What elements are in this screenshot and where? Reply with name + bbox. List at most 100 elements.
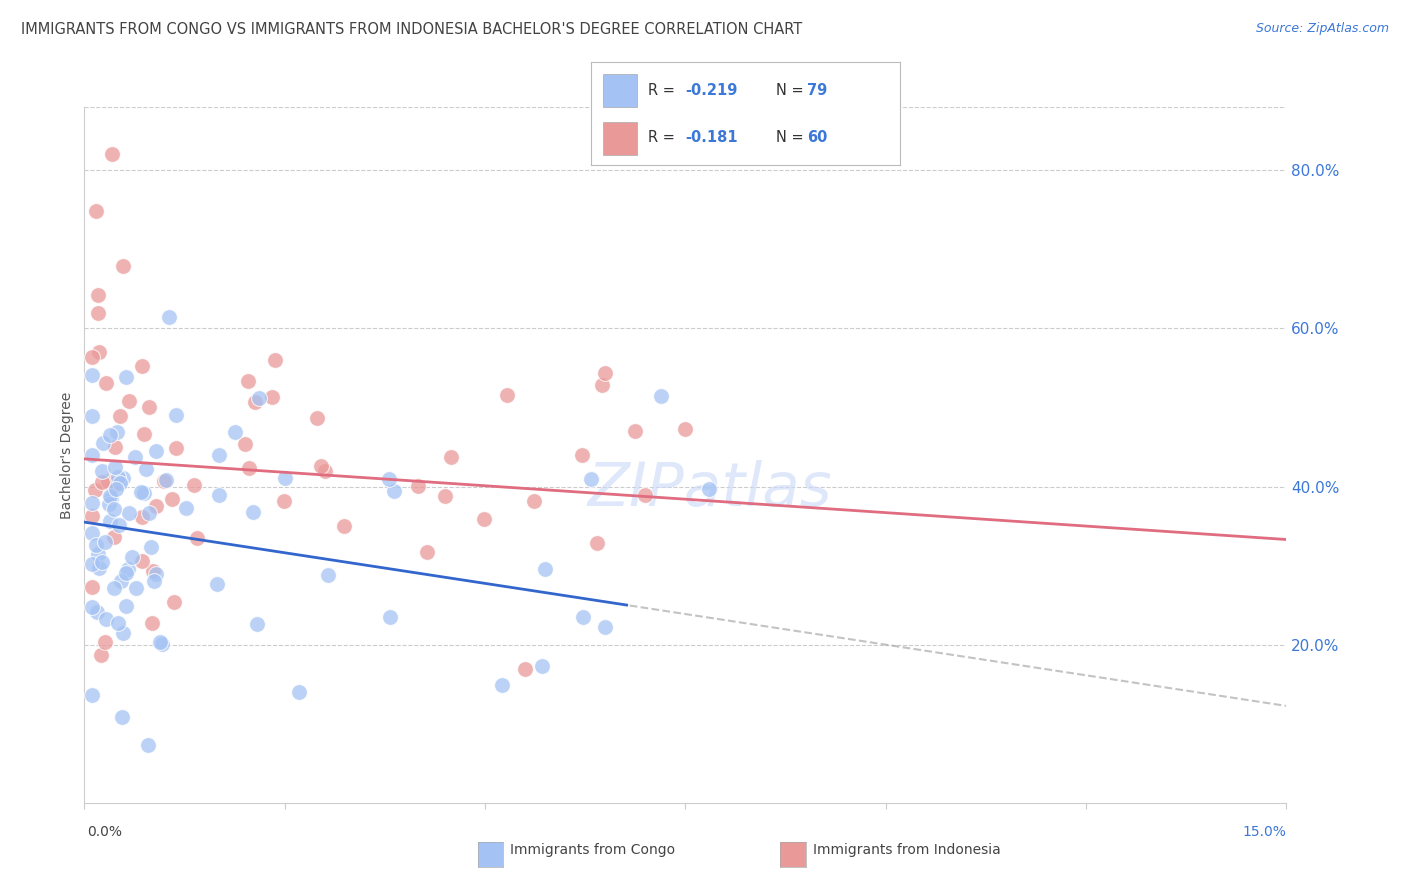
Point	[242, 505, 264, 519]
Point	[163, 594, 186, 608]
Point	[112, 625, 135, 640]
Text: -0.181: -0.181	[685, 130, 738, 145]
Point	[104, 460, 127, 475]
Point	[129, 485, 152, 500]
Point	[274, 471, 297, 485]
Point	[84, 538, 107, 552]
Point	[82, 557, 104, 571]
Point	[91, 555, 114, 569]
Point	[124, 450, 146, 464]
Text: Source: ZipAtlas.com: Source: ZipAtlas.com	[1256, 22, 1389, 36]
Point	[145, 499, 167, 513]
Point	[94, 634, 117, 648]
Point	[86, 287, 108, 301]
Point	[117, 562, 139, 576]
Text: ZIPatlas: ZIPatlas	[588, 460, 832, 519]
Point	[591, 378, 613, 392]
Point	[107, 616, 129, 631]
Point	[634, 488, 657, 502]
Point	[595, 620, 617, 634]
Text: R =: R =	[648, 83, 679, 97]
Point	[233, 436, 256, 450]
Point	[142, 574, 165, 589]
Text: 0.0%: 0.0%	[87, 825, 122, 839]
Point	[141, 616, 163, 631]
Point	[86, 605, 108, 619]
Point	[176, 500, 198, 515]
Point	[382, 483, 405, 498]
Point	[224, 425, 246, 439]
Point	[131, 510, 153, 524]
Point	[246, 617, 269, 632]
Point	[111, 259, 134, 273]
Point	[491, 678, 513, 692]
Text: -0.219: -0.219	[685, 83, 737, 97]
Point	[108, 475, 131, 490]
Point	[93, 435, 115, 450]
Point	[309, 458, 332, 473]
Point	[160, 491, 183, 506]
Point	[98, 427, 121, 442]
Point	[115, 370, 138, 384]
Point	[208, 448, 231, 462]
Point	[94, 611, 117, 625]
Point	[263, 353, 285, 368]
Point	[108, 409, 131, 424]
Point	[523, 494, 546, 508]
Point	[408, 479, 430, 493]
Point	[515, 662, 537, 676]
Point	[103, 502, 125, 516]
Point	[111, 710, 134, 724]
Text: 79: 79	[807, 83, 827, 97]
Point	[94, 376, 117, 391]
Point	[207, 577, 229, 591]
Point	[155, 473, 177, 487]
Point	[82, 508, 104, 523]
Point	[101, 147, 124, 161]
Point	[141, 540, 163, 554]
Point	[243, 395, 266, 409]
Point	[97, 475, 120, 489]
Point	[378, 472, 401, 486]
Point	[183, 477, 205, 491]
Point	[136, 738, 159, 752]
Point	[145, 443, 167, 458]
Point	[316, 568, 339, 582]
Text: N =: N =	[776, 130, 808, 145]
Point	[108, 517, 131, 532]
Point	[87, 560, 110, 574]
Point	[314, 464, 336, 478]
Point	[82, 688, 104, 702]
Point	[131, 359, 153, 374]
Point	[87, 547, 110, 561]
Text: 15.0%: 15.0%	[1243, 825, 1286, 839]
Point	[104, 482, 127, 496]
Point	[82, 448, 104, 462]
Point	[142, 565, 165, 579]
Point	[238, 374, 260, 388]
Y-axis label: Bachelor's Degree: Bachelor's Degree	[60, 392, 75, 518]
Point	[208, 488, 231, 502]
Point	[82, 580, 104, 594]
Point	[496, 388, 519, 402]
Point	[83, 483, 105, 497]
Bar	[603, 122, 637, 155]
Point	[98, 489, 121, 503]
Text: IMMIGRANTS FROM CONGO VS IMMIGRANTS FROM INDONESIA BACHELOR'S DEGREE CORRELATION: IMMIGRANTS FROM CONGO VS IMMIGRANTS FROM…	[21, 22, 803, 37]
Point	[115, 566, 138, 581]
Point	[87, 306, 110, 320]
Point	[105, 425, 128, 439]
Point	[165, 441, 187, 455]
Point	[472, 511, 495, 525]
Point	[100, 514, 122, 528]
Point	[157, 310, 180, 325]
Point	[288, 684, 311, 698]
Point	[150, 637, 173, 651]
Point	[82, 409, 104, 423]
Point	[82, 368, 104, 383]
Point	[260, 390, 283, 404]
Point	[145, 566, 167, 581]
Point	[82, 496, 104, 510]
Point	[115, 599, 138, 613]
Point	[138, 506, 160, 520]
